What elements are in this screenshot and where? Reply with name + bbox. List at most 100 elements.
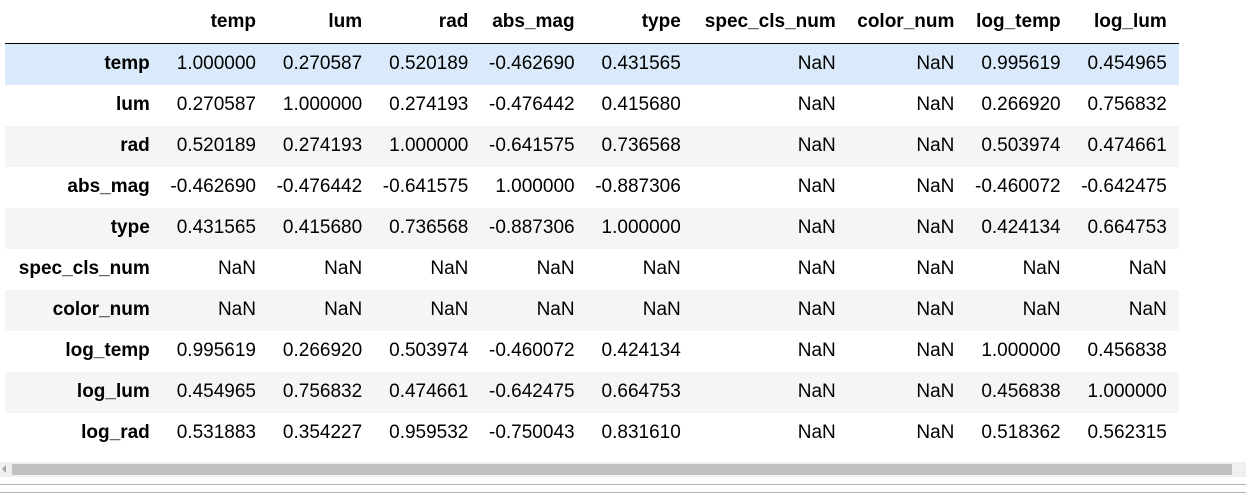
table-cell: 0.415680 (282, 217, 363, 238)
table-cell: 0.270587 (282, 53, 363, 75)
table-cell: 1.000000 (601, 217, 681, 238)
table-cell: 0.274193 (389, 94, 469, 115)
table-cell: 0.664753 (1087, 217, 1167, 238)
table-cell: NaN (324, 299, 363, 320)
table-cell: 0.266920 (282, 340, 363, 361)
table-cell: NaN (916, 176, 955, 197)
horizontal-scrollbar[interactable] (0, 462, 1246, 477)
column-header-log-temp: log_temp (966, 0, 1073, 44)
table-cell: 0.474661 (1087, 135, 1167, 156)
table-cell: 0.995619 (176, 340, 256, 361)
table-cell: -0.887306 (489, 217, 575, 238)
table-cell: 0.520189 (389, 53, 469, 75)
table-cell: NaN (536, 258, 575, 279)
row-index: color_num (52, 299, 150, 320)
dataframe-output: temp lum rad abs_mag type spec_cls_num color_n… (5, 0, 1246, 454)
table-cell: NaN (430, 258, 469, 279)
table-cell: 0.270587 (176, 94, 256, 115)
column-header-lum: lum (267, 0, 375, 44)
table-cell: 0.456838 (1087, 340, 1167, 361)
table-cell: 1.000000 (282, 94, 363, 115)
row-index: lum (115, 94, 150, 115)
table-row: rad 0.520189 0.274193 1.000000 -0.641575 0.73… (5, 125, 1246, 167)
table-cell: 0.756832 (282, 381, 363, 402)
table-cell: 0.562315 (1087, 422, 1167, 443)
table-row: spec_cls_num NaN NaN NaN NaN NaN NaN NaN NaN NaN (5, 249, 1246, 290)
table-cell: -0.476442 (276, 176, 363, 197)
row-index: abs_mag (67, 176, 150, 197)
header-row: temp lum rad abs_mag type spec_cls_num color_n… (5, 0, 1246, 44)
table-cell: 0.531883 (176, 422, 256, 443)
table-cell: NaN (430, 299, 469, 320)
table-row: log_lum 0.454965 0.756832 0.474661 -0.642475… (5, 371, 1246, 413)
column-header-temp: temp (161, 0, 268, 44)
table-cell: 0.518362 (981, 422, 1061, 443)
table-cell: NaN (797, 53, 836, 75)
table-cell: NaN (1022, 299, 1061, 320)
table-cell: -0.641575 (489, 135, 575, 156)
table-cell: NaN (797, 258, 836, 279)
table-cell: -0.641575 (382, 176, 469, 197)
table-cell: -0.462690 (170, 176, 256, 197)
table-cell: NaN (916, 258, 955, 279)
table-cell: 0.959532 (389, 422, 469, 443)
table-row: abs_mag -0.462690 -0.476442 -0.641575 1.0000… (5, 167, 1246, 208)
table-cell: 0.454965 (1087, 53, 1167, 75)
column-header-type: type (586, 0, 693, 44)
table-cell: NaN (1128, 258, 1167, 279)
table-cell: -0.462690 (489, 53, 575, 75)
table-cell: NaN (1128, 299, 1167, 320)
table-cell: NaN (916, 422, 955, 443)
column-header-log-lum: log_lum (1072, 0, 1179, 44)
table-cell: NaN (797, 135, 836, 156)
table-cell: 1.000000 (389, 135, 469, 156)
table-cell: NaN (916, 53, 955, 75)
scrollbar-thumb[interactable] (12, 464, 1232, 475)
table-cell: NaN (916, 94, 955, 115)
table-cell: 0.756832 (1087, 94, 1167, 115)
table-cell: -0.642475 (489, 381, 575, 402)
table-cell: 0.831610 (601, 422, 681, 443)
output-divider (0, 484, 1246, 485)
table-cell: 0.454965 (176, 381, 256, 402)
table-cell: 0.995619 (981, 53, 1061, 75)
table-cell: NaN (916, 217, 955, 238)
table-cell: NaN (797, 422, 836, 443)
table-cell: -0.460072 (975, 176, 1061, 197)
table-cell: 0.431565 (601, 53, 681, 75)
row-index: spec_cls_num (18, 258, 150, 279)
table-cell: NaN (797, 381, 836, 402)
table-cell: NaN (217, 258, 256, 279)
table-cell: NaN (1022, 258, 1061, 279)
table-cell: NaN (324, 258, 363, 279)
table-cell: NaN (642, 258, 681, 279)
table-row: temp 1.000000 0.270587 0.520189 -0.462690 0.4… (5, 43, 1246, 85)
table-cell: 0.431565 (176, 217, 256, 238)
table-row: log_rad 0.531883 0.354227 0.959532 -0.750043… (5, 413, 1246, 454)
table-row: log_temp 0.995619 0.266920 0.503974 -0.46007… (5, 331, 1246, 372)
table-cell: -0.642475 (1081, 176, 1167, 197)
row-index: temp (104, 53, 150, 75)
table-cell: -0.476442 (489, 94, 575, 115)
table-cell: 0.274193 (282, 135, 363, 156)
table-cell: NaN (797, 217, 836, 238)
scroll-left-arrow-icon[interactable] (2, 465, 6, 473)
table-cell: -0.750043 (489, 422, 575, 443)
correlation-table: temp lum rad abs_mag type spec_cls_num color_n… (5, 0, 1246, 454)
table-cell: 1.000000 (495, 176, 575, 197)
table-cell: 0.354227 (282, 422, 363, 443)
index-header (5, 0, 162, 44)
table-cell: NaN (217, 299, 256, 320)
table-cell: NaN (916, 135, 955, 156)
table-cell: NaN (797, 176, 836, 197)
table-cell: 1.000000 (1087, 381, 1167, 402)
table-cell: 0.664753 (601, 381, 681, 402)
row-index: log_temp (65, 340, 150, 361)
column-header-abs-mag: abs_mag (480, 0, 587, 44)
table-cell: NaN (797, 340, 836, 361)
table-cell: 0.736568 (601, 135, 681, 156)
table-row: color_num NaN NaN NaN NaN NaN NaN NaN NaN NaN (5, 289, 1246, 331)
column-header-rad: rad (374, 0, 481, 44)
table-cell: 0.266920 (981, 94, 1061, 115)
table-cell: 0.736568 (389, 217, 469, 238)
